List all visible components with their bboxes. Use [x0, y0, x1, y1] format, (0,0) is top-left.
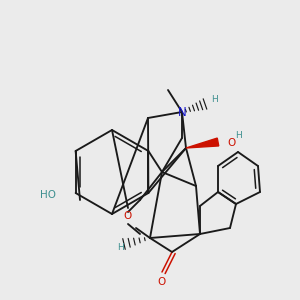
Text: H: H [117, 244, 123, 253]
Text: O: O [227, 138, 235, 148]
Text: HO: HO [40, 190, 56, 200]
Text: N: N [178, 106, 186, 118]
Text: H: H [235, 130, 242, 140]
Text: O: O [158, 277, 166, 287]
Text: O: O [124, 211, 132, 221]
Polygon shape [186, 138, 219, 148]
Text: H: H [211, 95, 218, 104]
